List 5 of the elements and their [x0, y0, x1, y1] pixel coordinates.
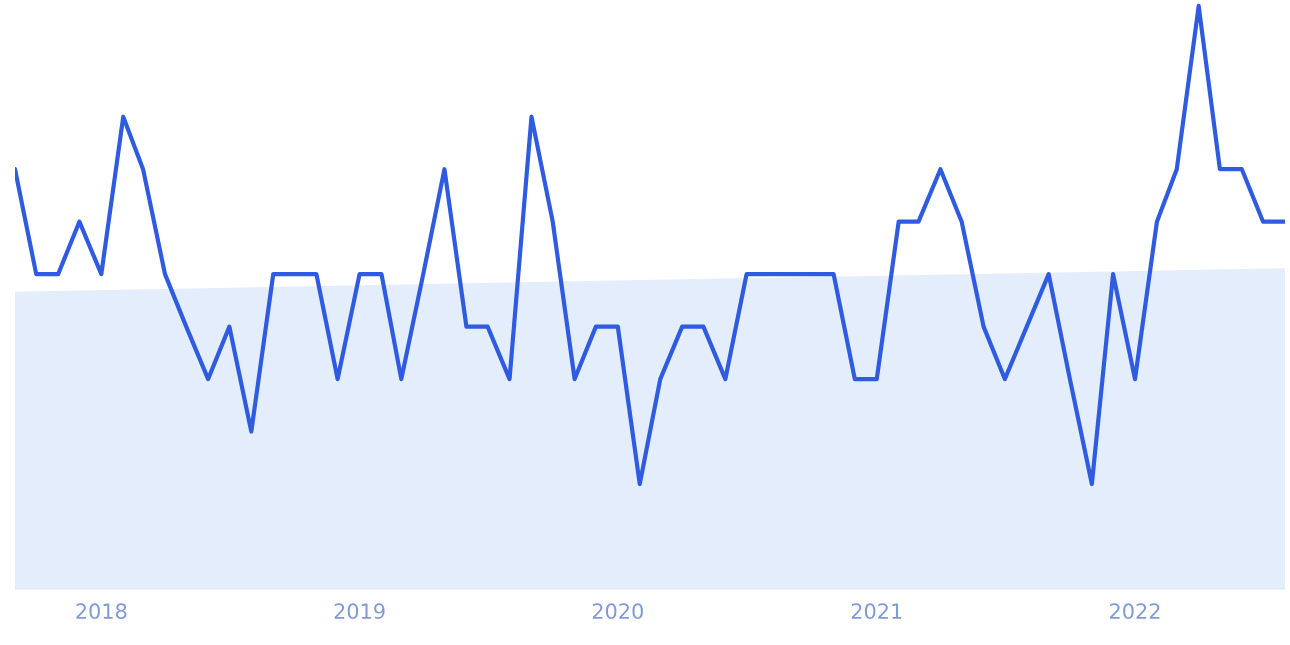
x-tick-label: 2020 [592, 603, 643, 620]
x-tick-label: 2022 [1110, 603, 1160, 620]
x-tick-label: 2018 [76, 603, 127, 620]
x-tick-label: 2021 [851, 603, 902, 620]
x-tick-label: 2019 [334, 603, 385, 620]
